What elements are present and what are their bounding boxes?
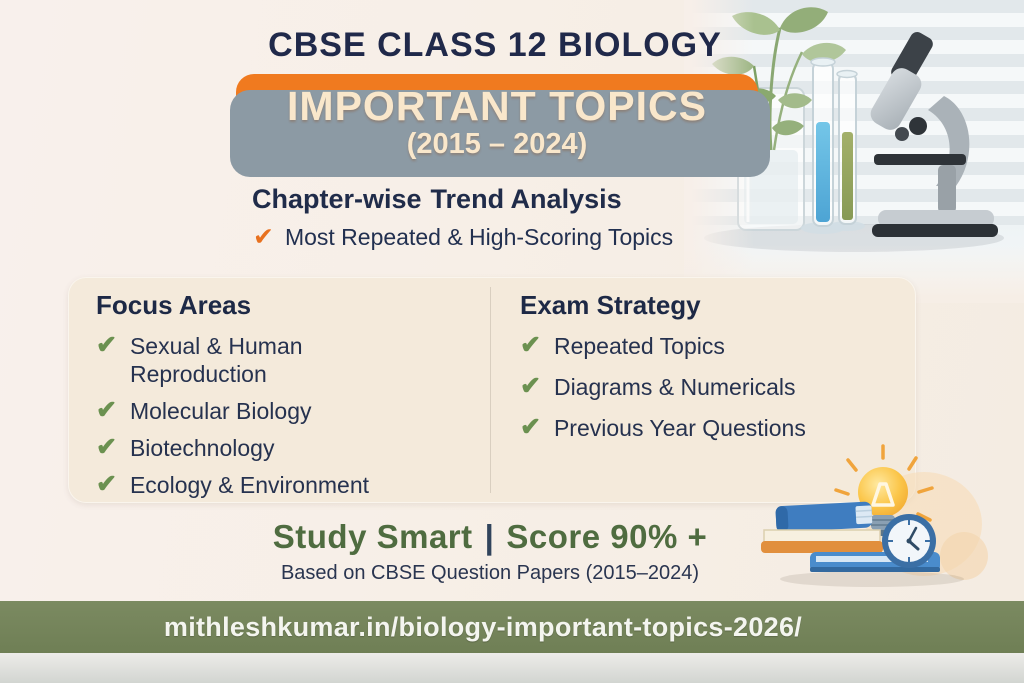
list-item: ✔ Biotechnology xyxy=(96,434,476,462)
list-item-label: Diagrams & Numericals xyxy=(553,374,796,401)
focus-areas-heading: Focus Areas xyxy=(96,290,252,320)
list-item-label: Biotechnology xyxy=(129,435,275,462)
list-item: ✔ Diagrams & Numericals xyxy=(520,373,900,401)
check-icon: ✔ xyxy=(96,396,117,425)
list-item: ✔ Ecology & Environment xyxy=(96,471,476,499)
banner-title: IMPORTANT TOPICS xyxy=(287,83,707,129)
check-icon: ✔ xyxy=(96,331,117,359)
check-icon: ✔ xyxy=(520,331,541,359)
list-item-label: Molecular Biology xyxy=(129,398,312,425)
list-item: ✔ Sexual & Human Reproduction xyxy=(96,331,476,388)
check-icon: ✔ xyxy=(253,223,274,251)
check-icon: ✔ xyxy=(96,433,117,462)
highlight-row: ✔ Most Repeated & High-Scoring Topics xyxy=(253,224,673,251)
website-url: mithleshkumar.in/biology-important-topic… xyxy=(163,611,803,642)
microscope-icon xyxy=(870,32,998,237)
list-item-label: Sexual & Human Reproduction xyxy=(129,333,303,388)
list-item-label: Ecology & Environment xyxy=(129,472,370,499)
url-bar: mithleshkumar.in/biology-important-topic… xyxy=(0,601,1024,653)
clock-icon xyxy=(882,514,936,568)
exam-strategy-panel: Exam Strategy ✔ Repeated Topics ✔ Diagra… xyxy=(520,290,900,455)
subtitle-rest: Trend Analysis xyxy=(430,184,622,214)
lightbulb-icon xyxy=(858,467,908,536)
check-icon: ✔ xyxy=(520,372,541,401)
list-item: ✔ Previous Year Questions xyxy=(520,414,900,442)
separator: | xyxy=(484,518,495,555)
topics-card: Focus Areas ✔ Sexual & Human Reproductio… xyxy=(68,277,916,503)
list-item-label: Repeated Topics xyxy=(553,333,725,359)
bottom-strip xyxy=(0,653,1024,683)
card-divider xyxy=(490,287,491,493)
check-icon: ✔ xyxy=(96,470,117,499)
rays-icon xyxy=(834,444,934,522)
score-text: Score 90% + xyxy=(506,518,708,555)
list-item: ✔ Molecular Biology xyxy=(96,397,476,425)
test-tubes-icon xyxy=(801,57,865,234)
exam-strategy-heading: Exam Strategy xyxy=(520,290,701,320)
banner-years: (2015 – 2024) xyxy=(406,128,588,160)
important-topics-banner: IMPORTANT TOPICS (2015 – 2024) xyxy=(230,74,770,177)
check-icon: ✔ xyxy=(520,413,541,442)
study-smart-text: Study Smart xyxy=(272,518,473,555)
list-item-label: Previous Year Questions xyxy=(553,415,806,442)
highlight-text: Most Repeated & High-Scoring Topics xyxy=(284,224,674,250)
focus-areas-panel: Focus Areas ✔ Sexual & Human Reproductio… xyxy=(96,290,476,508)
books-bulb-clock-icon xyxy=(761,444,988,587)
based-on-line: Based on CBSE Question Papers (2015–2024… xyxy=(280,562,700,584)
list-item: ✔ Repeated Topics xyxy=(520,331,900,360)
page-title: CBSE CLASS 12 BIOLOGY xyxy=(268,26,722,64)
subtitle-bold: Chapter-wise xyxy=(252,184,422,214)
subtitle: Chapter-wise Trend Analysis xyxy=(252,184,622,215)
study-smart-line: Study Smart | Score 90% + xyxy=(60,518,920,556)
